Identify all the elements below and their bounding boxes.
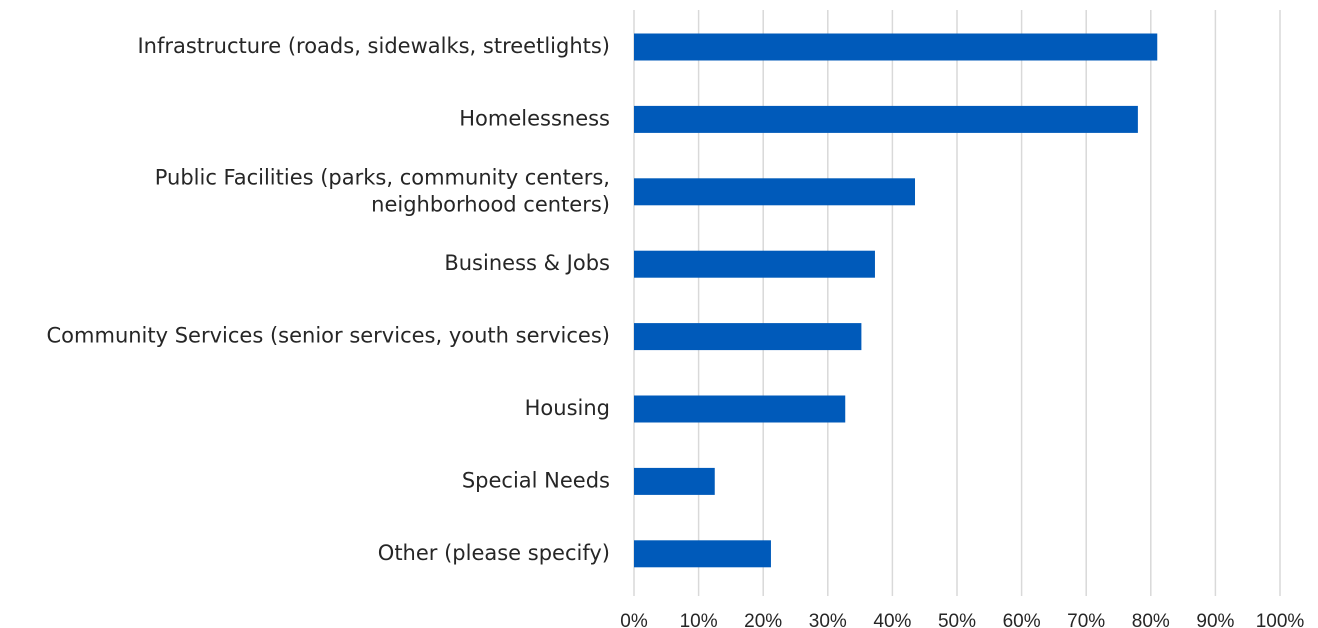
category-label: Other (please specify) [378,541,610,565]
category-label: Community Services (senior services, you… [47,324,610,348]
bars [634,33,1158,568]
category-label: neighborhood centers) [371,192,610,216]
x-tick-label: 60% [1003,611,1041,628]
category-label: Business & Jobs [444,251,610,275]
bar [634,467,715,495]
category-label: Infrastructure (roads, sidewalks, street… [137,34,610,58]
x-tick-label: 30% [809,611,847,628]
bar [634,250,875,278]
bar [634,395,846,423]
x-tick-label: 70% [1067,611,1105,628]
bar [634,33,1158,61]
gridlines [633,10,1281,596]
category-labels: Infrastructure (roads, sidewalks, street… [47,34,610,565]
x-tick-label: 90% [1196,611,1234,628]
category-label: Homelessness [459,106,610,130]
x-tick-label: 50% [938,611,976,628]
bar [634,105,1138,133]
category-label: Housing [525,396,610,420]
bar [634,323,862,351]
x-tick-label: 0% [620,611,648,628]
x-tick-label: 20% [744,611,782,628]
category-label: Special Needs [462,468,610,492]
x-tick-label: 80% [1132,611,1170,628]
x-tick-label: 10% [680,611,718,628]
x-tick-label: 40% [873,611,911,628]
x-axis-tick-labels: 0% 10% 20% 30% 40% 50% 60% 70% 80% 90% 100% [620,611,1304,628]
category-label: Public Facilities (parks, community cent… [155,165,610,189]
bar [634,540,771,568]
bar [634,178,916,206]
x-tick-label: 100% [1256,611,1305,628]
